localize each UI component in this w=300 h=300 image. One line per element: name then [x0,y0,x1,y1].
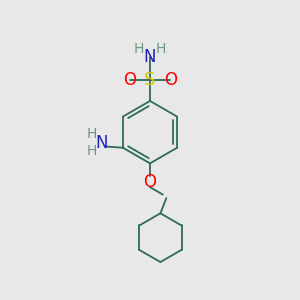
Text: S: S [144,70,156,88]
Text: N: N [95,134,108,152]
Text: O: O [123,70,136,88]
Text: H: H [134,42,144,56]
Text: H: H [156,42,166,56]
Text: N: N [144,48,156,66]
Text: H: H [87,144,97,158]
Text: O: O [164,70,177,88]
Text: H: H [87,128,97,141]
Text: O: O [143,173,157,191]
